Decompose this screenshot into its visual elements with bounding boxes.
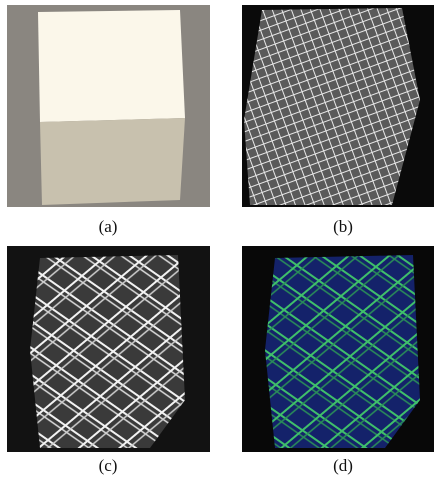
page: (a) (b) (c) (d) (() => { const data = JS… xyxy=(0,0,440,481)
caption: (b) xyxy=(333,217,353,236)
cube-grid xyxy=(244,8,420,205)
caption: (a) xyxy=(99,217,118,236)
caption: (c) xyxy=(99,456,118,475)
cube-top xyxy=(38,10,185,122)
figure: (a) (b) (c) (d) xyxy=(0,0,440,481)
cube-front xyxy=(40,118,185,205)
caption: (d) xyxy=(333,456,353,475)
